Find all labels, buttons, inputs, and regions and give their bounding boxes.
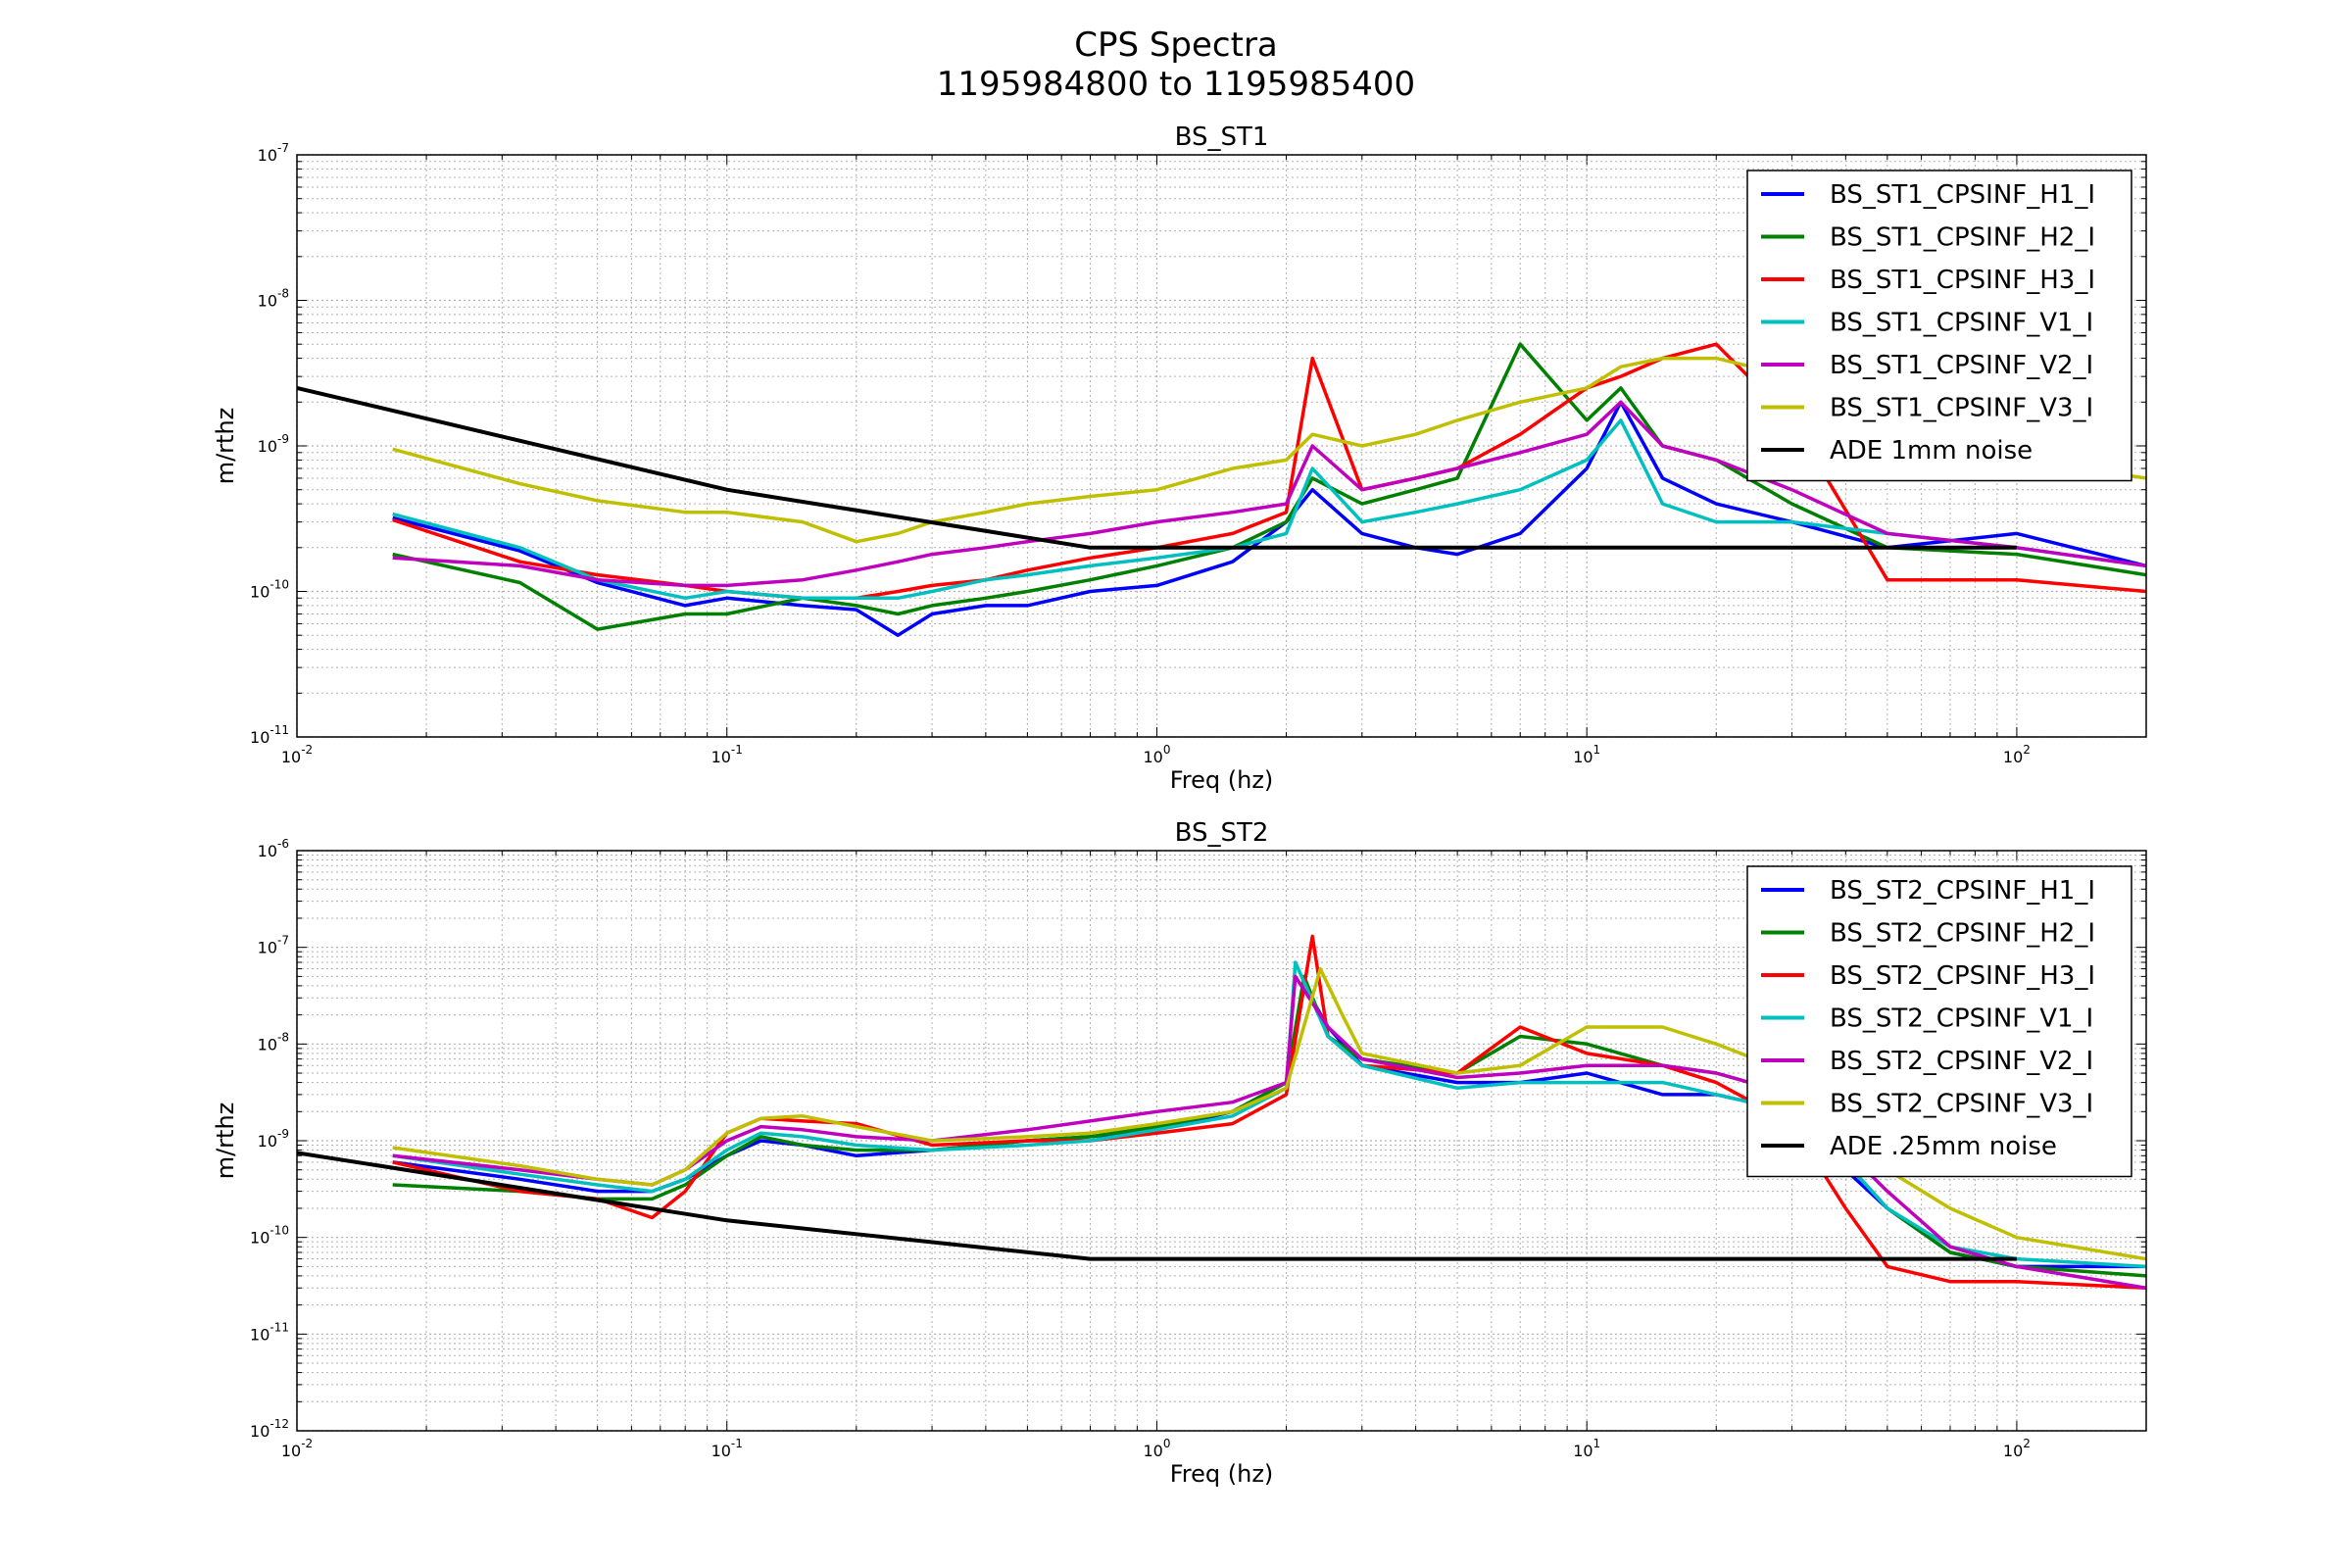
legend-label: ADE .25mm noise (1830, 1132, 2057, 1161)
y-tick-label: 10-11 (250, 723, 289, 747)
x-tick-label: 101 (1573, 1437, 1600, 1460)
y-tick-label: 10-7 (258, 141, 289, 165)
y-axis-label: m/rthz (212, 408, 239, 485)
series-line-ade-1mm-noise (297, 385, 2017, 550)
figure-title-line2: 1195984800 to 1195985400 (936, 65, 1416, 104)
y-tick-label: 10-10 (250, 1224, 289, 1248)
legend-label: BS_ST1_CPSINF_V3_I (1830, 394, 2093, 423)
x-tick-label: 10-1 (711, 743, 743, 766)
subplot-1: 10-2 10-1 100 101 102 10-11 10-10 10-9 10-8 10-7 B… (212, 122, 2147, 794)
subplot-2: 10-2 10-1 100 101 102 10-12 10-11 10-10 10-9 10-8… (212, 818, 2147, 1488)
legend-label: BS_ST2_CPSINF_H2_I (1830, 919, 2095, 949)
figure-title-line1: CPS Spectra (1074, 25, 1278, 65)
series-line-ade-25mm-noise (297, 1151, 2017, 1261)
y-tick-label: 10-10 (250, 578, 289, 602)
x-axis-label: Freq (hz) (1170, 1460, 1274, 1488)
legend-label: BS_ST1_CPSINF_V1_I (1830, 309, 2093, 338)
legend-label: BS_ST2_CPSINF_V3_I (1830, 1090, 2093, 1119)
legend: BS_ST2_CPSINF_H1_I BS_ST2_CPSINF_H2_I BS_S… (1746, 865, 2132, 1178)
series-group (297, 342, 2146, 637)
x-tick-label: 101 (1573, 743, 1600, 766)
x-tick-label: 102 (2003, 743, 2031, 766)
series-line-bs-st1-cpsinf-v2-i (392, 400, 2146, 588)
x-tick-label: 10-2 (281, 1437, 313, 1460)
x-tick-label: 102 (2003, 1437, 2031, 1460)
y-tick-label: 10-7 (258, 934, 289, 957)
y-axis-label: m/rthz (212, 1102, 239, 1180)
legend: BS_ST1_CPSINF_H1_I BS_ST1_CPSINF_H2_I BS_S… (1746, 170, 2132, 482)
y-tick-label: 10-12 (250, 1417, 289, 1441)
legend-box (1746, 170, 2132, 482)
y-tick-label: 10-6 (258, 837, 289, 860)
legend-label: ADE 1mm noise (1830, 436, 2033, 466)
x-tick-label: 10-1 (711, 1437, 743, 1460)
y-tick-label: 10-11 (250, 1320, 289, 1344)
axes-frame (296, 850, 2147, 1432)
legend-label: BS_ST2_CPSINF_V2_I (1830, 1047, 2093, 1076)
y-tick-label: 10-8 (258, 1030, 289, 1054)
x-tick-label: 100 (1143, 1437, 1170, 1460)
subplot-title: BS_ST1 (1175, 122, 1269, 152)
legend-label: BS_ST2_CPSINF_H3_I (1830, 961, 2095, 991)
legend-box (1746, 865, 2132, 1178)
subplot-title: BS_ST2 (1175, 818, 1269, 848)
x-axis-label: Freq (hz) (1170, 766, 1274, 794)
axes-frame (296, 154, 2147, 738)
y-tick-label: 10-9 (258, 432, 289, 456)
x-tick-label: 100 (1143, 743, 1170, 766)
legend-label: BS_ST1_CPSINF_H3_I (1830, 266, 2095, 295)
legend-label: BS_ST1_CPSINF_V2_I (1830, 351, 2093, 380)
legend-label: BS_ST2_CPSINF_H1_I (1830, 876, 2095, 906)
x-tick-label: 10-2 (281, 743, 313, 766)
legend-label: BS_ST1_CPSINF_H2_I (1830, 223, 2095, 253)
y-tick-label: 10-9 (258, 1127, 289, 1151)
series-line-bs-st1-cpsinf-v3-i (392, 356, 2146, 544)
legend-label: BS_ST1_CPSINF_H1_I (1830, 180, 2095, 210)
y-tick-label: 10-8 (258, 287, 289, 311)
series-line-bs-st1-cpsinf-v1-i (392, 418, 2146, 601)
legend-label: BS_ST2_CPSINF_V1_I (1830, 1004, 2093, 1034)
